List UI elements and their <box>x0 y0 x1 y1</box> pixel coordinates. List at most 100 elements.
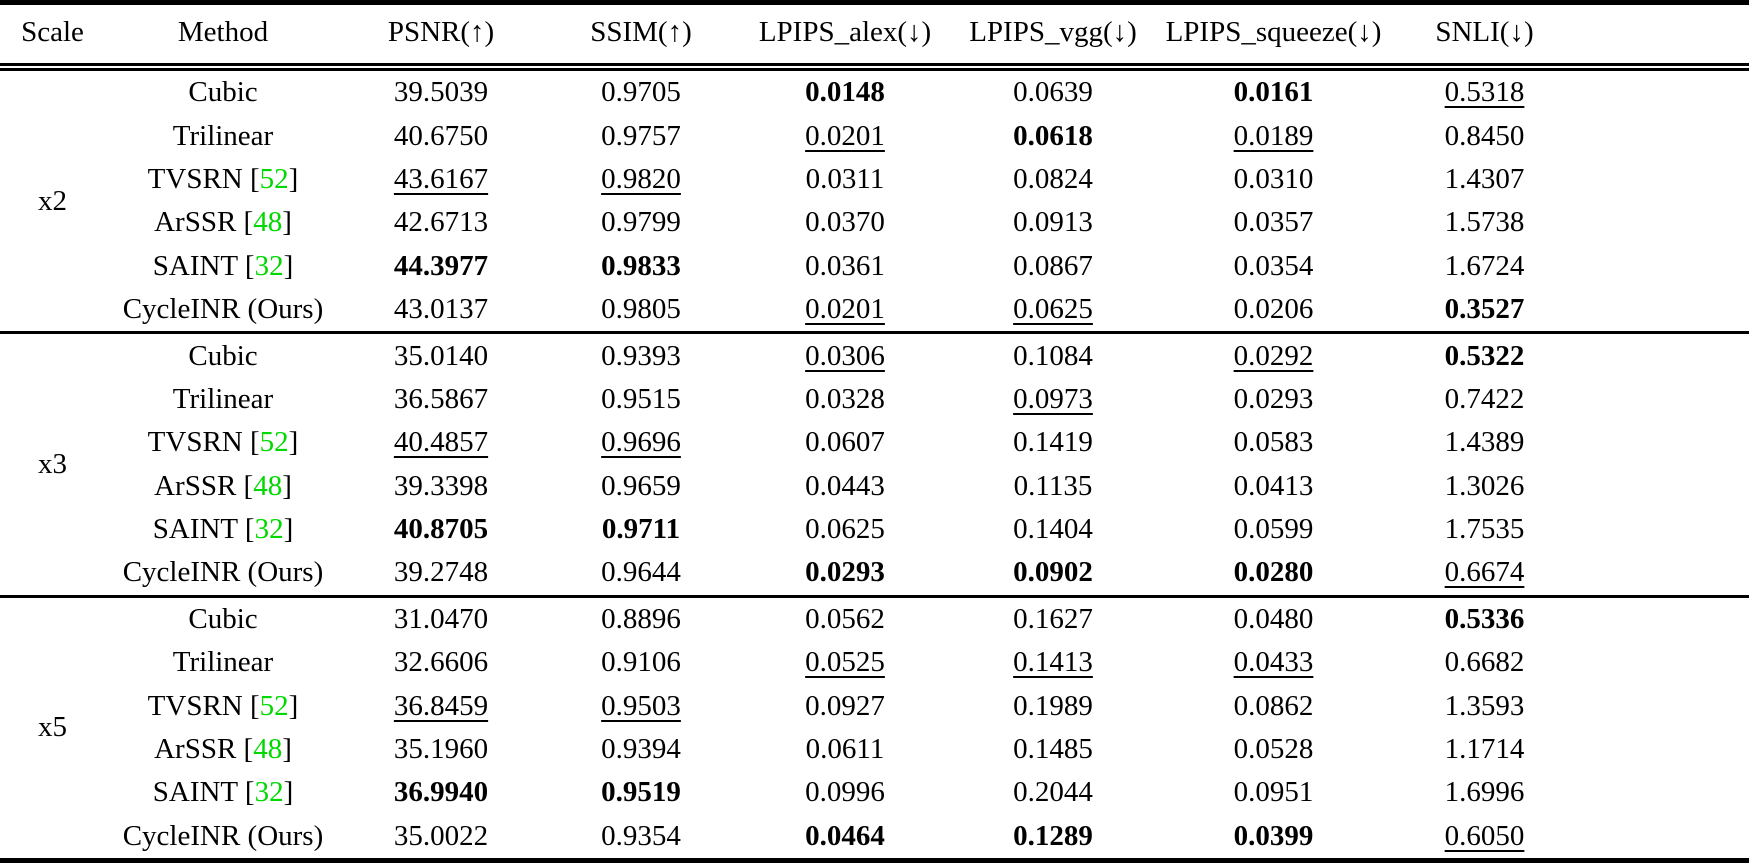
metric-value: 39.3398 <box>393 469 489 502</box>
metric-value: 0.0293 <box>805 556 885 589</box>
table-row: x3 Cubic 35.0140 0.9393 0.0306 0.1084 0.0292 0.… <box>0 333 1749 480</box>
metric-value: 1.4307 <box>1444 162 1525 195</box>
metric-value: 0.0607 <box>805 426 885 459</box>
metric-value: 0.9833 <box>601 249 681 282</box>
metric-value: 0.0433 <box>1233 646 1314 679</box>
metric-value: 0.0206 <box>1233 293 1314 326</box>
method-name: SAINT [32] <box>152 249 294 282</box>
metric-value: 0.9503 <box>601 689 681 722</box>
metric-value: 0.0639 <box>1013 76 1093 109</box>
metric-value: 0.1419 <box>1013 426 1093 459</box>
scale-group-x3: x3 Cubic 35.0140 0.9393 0.0306 0.1084 0.0292 0.… <box>0 332 1749 596</box>
metric-value: 0.0562 <box>805 602 885 635</box>
metric-value: 0.0599 <box>1233 513 1314 546</box>
metric-value: 36.5867 <box>393 382 489 415</box>
method-name: Trilinear <box>172 646 274 679</box>
metric-value: 1.3593 <box>1444 689 1525 722</box>
metric-value: 0.6682 <box>1444 646 1525 679</box>
metric-value: 0.0328 <box>805 382 885 415</box>
metric-value: 32.6606 <box>393 646 489 679</box>
metric-value: 0.0148 <box>805 76 885 109</box>
metric-value: 0.0951 <box>1233 776 1314 809</box>
metric-value: 35.0022 <box>393 819 489 852</box>
metric-value: 36.8459 <box>393 689 489 722</box>
metric-value: 0.0611 <box>805 732 885 765</box>
metric-value: 0.0464 <box>805 819 885 852</box>
method-name: CycleINR (Ours) <box>122 819 324 852</box>
metric-value: 1.5738 <box>1444 206 1525 239</box>
col-header-lpips-squeeze: LPIPS_squeeze(↓) <box>1157 2 1390 71</box>
col-header-snli: SNLI(↓) <box>1390 2 1749 71</box>
metric-value: 0.5322 <box>1444 339 1525 372</box>
metric-value: 0.1413 <box>1013 646 1093 679</box>
metric-value: 0.0625 <box>805 513 885 546</box>
method-name: Trilinear <box>172 119 274 152</box>
metric-value: 0.0618 <box>1013 119 1093 152</box>
citation-link[interactable]: 32 <box>254 776 284 809</box>
metric-value: 0.9519 <box>601 776 681 809</box>
metric-value: 0.9644 <box>601 556 681 589</box>
method-name: CycleINR (Ours) <box>122 293 324 326</box>
table-row: CycleINR (Ours) 35.0022 0.9354 0.0464 0.1289… <box>0 815 1749 861</box>
metric-value: 31.0470 <box>393 602 489 635</box>
table-row: ArSSR [48] 39.3398 0.9659 0.0443 0.1135 0.041… <box>0 464 1749 507</box>
citation-link[interactable]: 48 <box>253 206 283 239</box>
metric-value: 40.6750 <box>393 119 489 152</box>
table-row: SAINT [32] 36.9940 0.9519 0.0996 0.2044 0.095… <box>0 771 1749 814</box>
method-name: ArSSR [48] <box>154 732 292 765</box>
citation-link[interactable]: 48 <box>253 732 283 765</box>
col-header-scale: Scale <box>0 2 105 71</box>
metric-value: 0.0927 <box>805 689 885 722</box>
citation-link[interactable]: 48 <box>253 469 283 502</box>
metric-value: 0.0525 <box>805 646 885 679</box>
metric-value: 0.9354 <box>601 819 681 852</box>
table-row: SAINT [32] 44.3977 0.9833 0.0361 0.0867 0.035… <box>0 245 1749 288</box>
metric-value: 0.0361 <box>805 249 885 282</box>
metric-value: 1.4389 <box>1444 426 1525 459</box>
method-name: Cubic <box>188 339 258 372</box>
metric-value: 0.9106 <box>601 646 681 679</box>
metric-value: 0.0824 <box>1013 162 1093 195</box>
citation-link[interactable]: 32 <box>254 513 284 546</box>
table-row: Trilinear 32.6606 0.9106 0.0525 0.1413 0.0433… <box>0 641 1749 684</box>
scale-label-x2: x2 <box>38 184 67 217</box>
metric-value: 0.0528 <box>1233 732 1314 765</box>
col-header-psnr: PSNR(↑) <box>341 2 541 71</box>
metric-value: 0.1084 <box>1013 339 1093 372</box>
table-row: Trilinear 40.6750 0.9757 0.0201 0.0618 0.0189… <box>0 114 1749 157</box>
metric-value: 0.9515 <box>601 382 681 415</box>
method-name: Cubic <box>188 602 258 635</box>
metric-value: 1.6996 <box>1444 776 1525 809</box>
scale-group-x2: x2 Cubic 39.5039 0.9705 0.0148 0.0639 0.0161 0.… <box>0 67 1749 333</box>
metric-value: 36.9940 <box>393 776 489 809</box>
method-name: SAINT [32] <box>152 776 294 809</box>
method-name: SAINT [32] <box>152 513 294 546</box>
metric-value: 0.0189 <box>1233 119 1314 152</box>
metric-value: 0.0625 <box>1013 293 1093 326</box>
metric-value: 0.1627 <box>1013 602 1093 635</box>
metric-value: 0.0201 <box>805 119 885 152</box>
citation-link[interactable]: 32 <box>254 249 284 282</box>
metric-value: 0.0913 <box>1013 206 1093 239</box>
metric-value: 0.8896 <box>601 602 681 635</box>
metric-value: 43.6167 <box>393 162 489 195</box>
table-row: Trilinear 36.5867 0.9515 0.0328 0.0973 0.0293… <box>0 378 1749 421</box>
scale-label-x5: x5 <box>38 711 67 744</box>
method-name: Trilinear <box>172 382 274 415</box>
metric-value: 0.1289 <box>1013 819 1093 852</box>
col-header-lpips-vgg: LPIPS_vgg(↓) <box>949 2 1157 71</box>
citation-link[interactable]: 52 <box>259 426 289 459</box>
metric-value: 35.0140 <box>393 339 489 372</box>
method-name: TVSRN [52] <box>147 426 299 459</box>
metric-value: 1.3026 <box>1444 469 1525 502</box>
metric-value: 39.5039 <box>393 76 489 109</box>
col-header-lpips-alex: LPIPS_alex(↓) <box>741 2 949 71</box>
col-header-method: Method <box>105 2 341 71</box>
citation-link[interactable]: 52 <box>259 689 289 722</box>
scale-label-x3: x3 <box>38 448 67 480</box>
citation-link[interactable]: 52 <box>259 162 289 195</box>
metric-value: 0.0310 <box>1233 162 1314 195</box>
metric-value: 0.0201 <box>805 293 885 326</box>
